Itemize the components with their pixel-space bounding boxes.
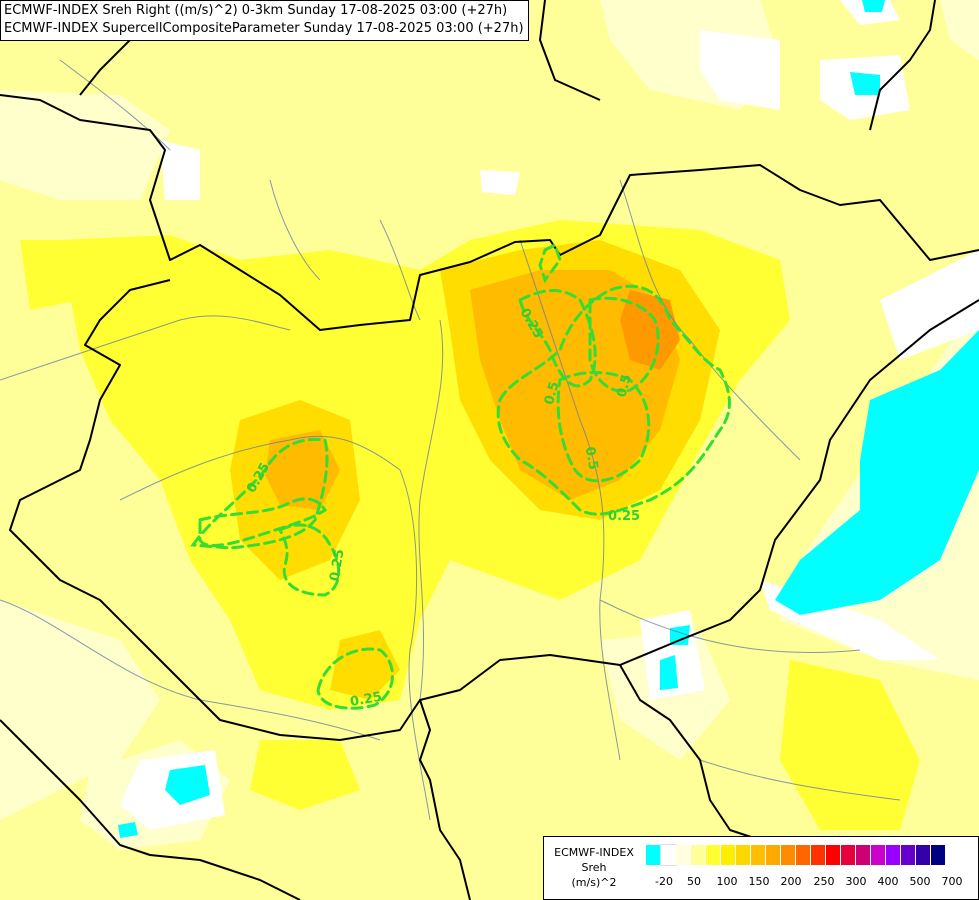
legend-tick-label: -20 (655, 875, 673, 888)
contour-labels: 0.25 0.25 0.25 0.5 0.25 0.5 0.5 0.25 (244, 306, 640, 710)
legend-swatch (796, 845, 811, 865)
legend-swatch (916, 845, 931, 865)
legend-title-line: Sreh (581, 861, 607, 874)
legend-swatch (676, 845, 691, 865)
legend-tick-label: 150 (748, 875, 770, 888)
legend-tick-label: 100 (716, 875, 738, 888)
legend-title-line: ECMWF-INDEX (554, 846, 634, 859)
map-title-line2: ECMWF-INDEX SupercellCompositeParameter … (4, 21, 524, 36)
color-legend: ECMWF-INDEX Sreh (m/s)^2 -20 50 100 150 200 2… (543, 836, 979, 900)
rivers (0, 59, 901, 821)
white-regions (120, 0, 979, 830)
legend-swatch (811, 845, 826, 865)
legend-swatch (706, 845, 721, 865)
legend-swatch (841, 845, 856, 865)
legend-swatch (766, 845, 781, 865)
legend-swatch (751, 845, 766, 865)
legend-swatch (736, 845, 751, 865)
legend-swatch (931, 845, 946, 865)
legend-tick-label: 200 (780, 875, 802, 888)
legend-tick-label: 50 (687, 875, 701, 888)
legend-swatch (856, 845, 871, 865)
legend-swatch (660, 844, 677, 866)
legend-swatch (646, 845, 661, 865)
legend-swatch (826, 845, 841, 865)
legend-title: ECMWF-INDEX Sreh (m/s)^2 (546, 845, 642, 890)
legend-tick-label: 700 (941, 875, 963, 888)
contour-label: 0.5 (614, 373, 634, 399)
scp-contours (190, 242, 731, 710)
legend-title-line: (m/s)^2 (571, 876, 617, 889)
legend-tick-label: 300 (845, 875, 867, 888)
legend-swatches (646, 844, 946, 866)
contour-label: 0.25 (608, 509, 640, 524)
contour-label: 0.5 (582, 446, 601, 471)
cyan-regions (118, 0, 979, 838)
legend-swatch (886, 845, 901, 865)
map-title-line1: ECMWF-INDEX Sreh Right ((m/s)^2) 0-3km S… (4, 3, 508, 18)
legend-tick-label: 400 (877, 875, 899, 888)
legend-swatch (901, 845, 916, 865)
contour-label: 0.25 (349, 690, 383, 710)
contour-label: 0.25 (327, 548, 347, 582)
contour-label: 0.5 (542, 380, 562, 406)
legend-tick-label: 500 (909, 875, 931, 888)
legend-swatch (721, 845, 736, 865)
legend-swatch (691, 845, 706, 865)
legend-tick-label: 250 (813, 875, 835, 888)
legend-ticks: -20 50 100 150 200 250 300 400 500 700 (646, 875, 976, 889)
legend-swatch (781, 845, 796, 865)
legend-swatch (871, 845, 886, 865)
map-title-box: ECMWF-INDEX Sreh Right ((m/s)^2) 0-3km S… (0, 0, 529, 41)
